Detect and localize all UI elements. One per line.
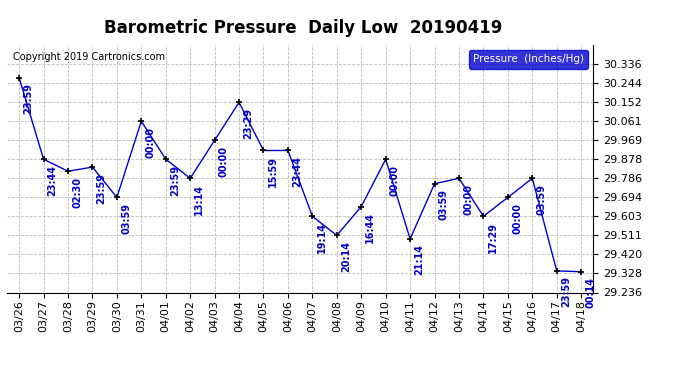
Text: 00:00: 00:00: [146, 127, 155, 158]
Text: 03:59: 03:59: [536, 184, 546, 215]
Text: 03:59: 03:59: [439, 189, 449, 220]
Text: 23:29: 23:29: [243, 108, 253, 139]
Text: 00:00: 00:00: [463, 184, 473, 215]
Text: 21:14: 21:14: [414, 244, 424, 276]
Text: 02:30: 02:30: [72, 177, 82, 208]
Text: 03:59: 03:59: [121, 203, 131, 234]
Text: 23:59: 23:59: [97, 172, 106, 204]
Text: 00:00: 00:00: [390, 165, 400, 196]
Text: 17:29: 17:29: [488, 222, 497, 253]
Text: 23:44: 23:44: [292, 156, 302, 187]
Text: Barometric Pressure  Daily Low  20190419: Barometric Pressure Daily Low 20190419: [104, 19, 503, 37]
Text: 00:00: 00:00: [512, 203, 522, 234]
Text: 20:14: 20:14: [341, 241, 351, 272]
Text: 13:14: 13:14: [195, 184, 204, 215]
Text: 16:44: 16:44: [366, 212, 375, 243]
Text: 23:59: 23:59: [170, 165, 180, 196]
Text: 23:59: 23:59: [23, 83, 33, 114]
Text: 23:44: 23:44: [48, 165, 58, 196]
Text: 19:14: 19:14: [317, 222, 326, 253]
Text: 23:59: 23:59: [561, 276, 571, 308]
Text: Copyright 2019 Cartronics.com: Copyright 2019 Cartronics.com: [13, 53, 165, 62]
Text: 00:00: 00:00: [219, 146, 229, 177]
Text: 00:14: 00:14: [585, 277, 595, 308]
Text: 15:59: 15:59: [268, 156, 277, 187]
Legend: Pressure  (Inches/Hg): Pressure (Inches/Hg): [469, 50, 588, 69]
